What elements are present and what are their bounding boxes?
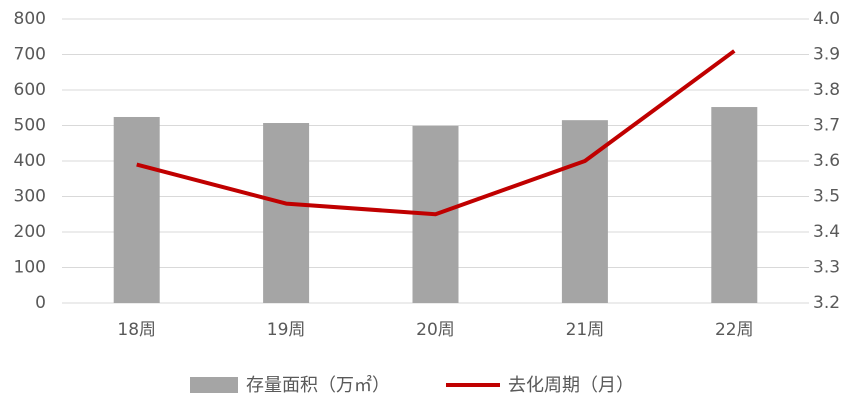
line — [136, 49, 736, 217]
y2-tick-label: 3.6 — [813, 151, 840, 171]
y-tick-label: 0 — [35, 293, 46, 313]
x-tick-label: 22周 — [715, 320, 754, 340]
y-tick-label: 100 — [14, 258, 46, 278]
y-tick-label: 500 — [14, 116, 46, 136]
y-tick-label: 200 — [14, 222, 46, 242]
x-tick-label: 18周 — [117, 320, 156, 340]
y-tick-label: 700 — [14, 45, 46, 65]
y2-tick-label: 3.2 — [813, 293, 840, 313]
legend-label: 存量面积（万㎡） — [246, 374, 390, 396]
y2-tick-label: 3.4 — [813, 222, 840, 242]
y2-tick-label: 3.5 — [813, 187, 840, 207]
y-tick-label: 400 — [14, 151, 46, 171]
y-tick-label: 300 — [14, 187, 46, 207]
y2-tick-label: 4.0 — [813, 9, 840, 29]
y-tick-label: 800 — [14, 9, 46, 29]
y2-tick-label: 3.9 — [813, 45, 840, 65]
x-tick-label: 20周 — [416, 320, 455, 340]
x-tick-label: 19周 — [267, 320, 306, 340]
bar — [113, 116, 160, 303]
y2-tick-label: 3.7 — [813, 116, 840, 136]
legend-label: 去化周期（月） — [508, 375, 634, 396]
bar — [263, 123, 310, 303]
bar — [711, 107, 758, 303]
y-tick-label: 600 — [14, 80, 46, 100]
y2-tick-label: 3.3 — [813, 258, 840, 278]
y2-tick-label: 3.8 — [813, 80, 840, 100]
legend-swatch — [190, 377, 238, 393]
x-tick-label: 21周 — [566, 320, 605, 340]
